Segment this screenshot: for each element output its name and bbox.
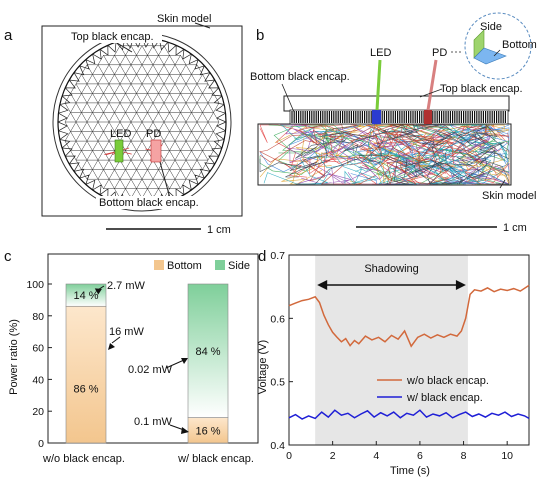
ann-w-side-power: 0.02 mW <box>128 364 173 376</box>
inset-bottom-label: Bottom <box>502 39 537 51</box>
bar-bottom-label-1: 16 % <box>195 425 220 437</box>
d-ytick-label-3: 0.7 <box>270 250 285 262</box>
panel-c: c Power ratio (%) 0 20 40 60 80 100 86 % 14 % w… <box>4 248 258 465</box>
legend-side-label: Side <box>228 260 250 272</box>
c-ytick-label-3: 60 <box>32 343 44 355</box>
bar-side-label-1: 84 % <box>195 346 220 358</box>
d-x-axis-label: Time (s) <box>390 465 430 477</box>
d-shadow-region <box>315 255 468 445</box>
skin-model-label: Skin model <box>157 13 211 25</box>
legend-wo-label: w/o black encap. <box>406 375 489 387</box>
bar-bottom-label-0: 86 % <box>73 384 98 396</box>
d-xtick-label-0: 0 <box>286 450 292 462</box>
pd-block <box>424 110 432 124</box>
d-xtick-label-1: 2 <box>330 450 336 462</box>
c-category-label-0: w/o black encap. <box>42 453 125 465</box>
inset-side-label: Side <box>480 21 502 33</box>
d-y-axis-label: Voltage (V) <box>257 340 269 394</box>
bottom-encap-label-b: Bottom black encap. <box>250 71 350 83</box>
led-label-a: LED <box>110 128 131 140</box>
scale-bar-a-label: 1 cm <box>207 224 231 236</box>
panel-a-letter: a <box>4 27 13 44</box>
top-encap-layer <box>284 96 509 111</box>
legend-bottom-swatch <box>154 260 164 270</box>
bar-side-label-0: 14 % <box>73 290 98 302</box>
pd-label-b: PD <box>432 47 447 59</box>
pd-marker <box>151 140 161 162</box>
scale-bar-b-label: 1 cm <box>503 222 527 234</box>
panel-d: d Voltage (V) 0 2 4 6 8 10 0.4 0.5 0.6 0.7 Shadow… <box>257 248 529 477</box>
led-marker <box>115 140 123 162</box>
d-ytick-label-0: 0.4 <box>270 440 285 452</box>
c-ytick-label-2: 40 <box>32 374 44 386</box>
d-ytick-label-2: 0.6 <box>270 313 285 325</box>
skin-model-label-b: Skin model <box>482 190 536 202</box>
ann-wo-bottom-power: 16 mW <box>109 326 144 338</box>
panel-d-letter: d <box>258 248 266 265</box>
top-encap-label-b: Top black encap. <box>440 83 523 95</box>
c-category-label-1: w/ black encap. <box>177 453 254 465</box>
panel-a: a Top black encap. Skin model LED PD Bot… <box>4 13 242 236</box>
panel-b: b LED PD Side Bottom Bottom black encap.… <box>250 13 537 234</box>
led-label-b: LED <box>370 47 391 59</box>
mesh-disc <box>53 33 231 211</box>
ann-wo-side-power: 2.7 mW <box>107 280 146 292</box>
c-ytick-label-0: 0 <box>38 438 44 450</box>
d-ytick-label-1: 0.5 <box>270 377 285 389</box>
legend-bottom-label: Bottom <box>167 260 202 272</box>
c-y-axis-label: Power ratio (%) <box>8 319 20 395</box>
bottom-encap-label-a: Bottom black encap. <box>99 197 199 209</box>
d-xtick-label-5: 10 <box>501 450 513 462</box>
legend-w-label: w/ black encap. <box>406 392 483 404</box>
d-xtick-label-3: 6 <box>417 450 423 462</box>
d-shadow-label: Shadowing <box>364 263 418 275</box>
bar-bottom-0 <box>66 306 106 443</box>
legend-side-swatch <box>215 260 225 270</box>
top-encap-label: Top black encap. <box>71 31 154 43</box>
ann-w-bottom-power: 0.1 mW <box>134 416 173 428</box>
led-block <box>372 110 381 124</box>
panel-c-letter: c <box>4 248 12 265</box>
c-ytick-label-1: 20 <box>32 406 44 418</box>
c-ytick-label-5: 100 <box>26 279 44 291</box>
c-ytick-label-4: 80 <box>32 311 44 323</box>
pd-label-a: PD <box>146 128 161 140</box>
panel-b-letter: b <box>256 27 264 44</box>
d-xtick-label-2: 4 <box>373 450 379 462</box>
d-xtick-label-4: 8 <box>461 450 467 462</box>
